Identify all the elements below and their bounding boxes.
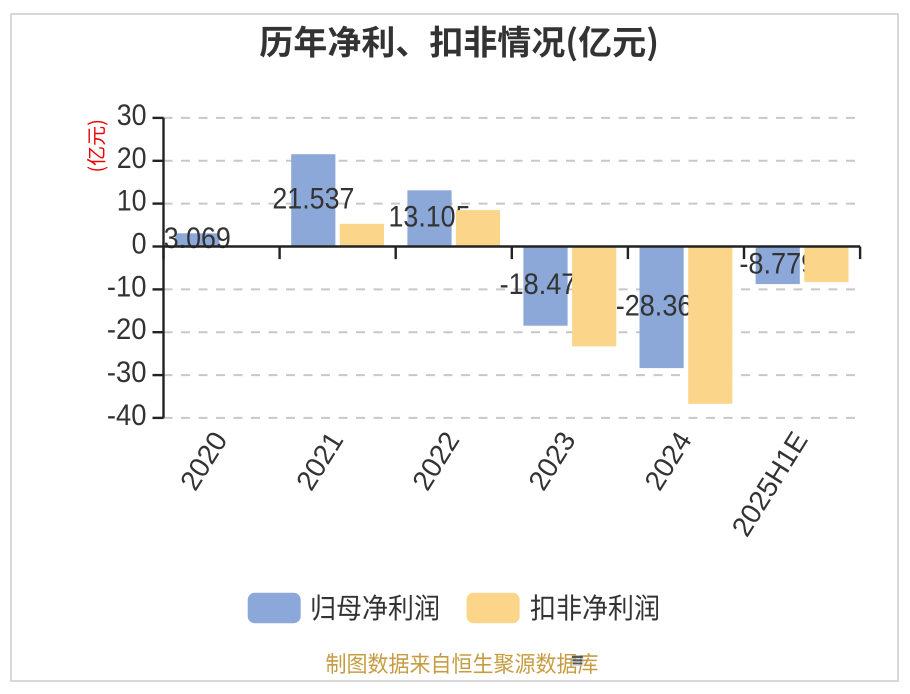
svg-text:-40: -40	[107, 399, 147, 432]
svg-text:-10: -10	[107, 270, 147, 303]
svg-text:21.537: 21.537	[272, 182, 354, 215]
svg-text:30: 30	[117, 99, 147, 132]
svg-text:0: 0	[132, 228, 147, 261]
svg-text:-30: -30	[107, 356, 147, 389]
svg-text:10: 10	[117, 185, 147, 218]
svg-text:3.069: 3.069	[164, 222, 231, 255]
svg-text:20: 20	[117, 142, 147, 175]
svg-text:-8.779: -8.779	[739, 247, 816, 280]
svg-text:-20: -20	[107, 313, 147, 346]
